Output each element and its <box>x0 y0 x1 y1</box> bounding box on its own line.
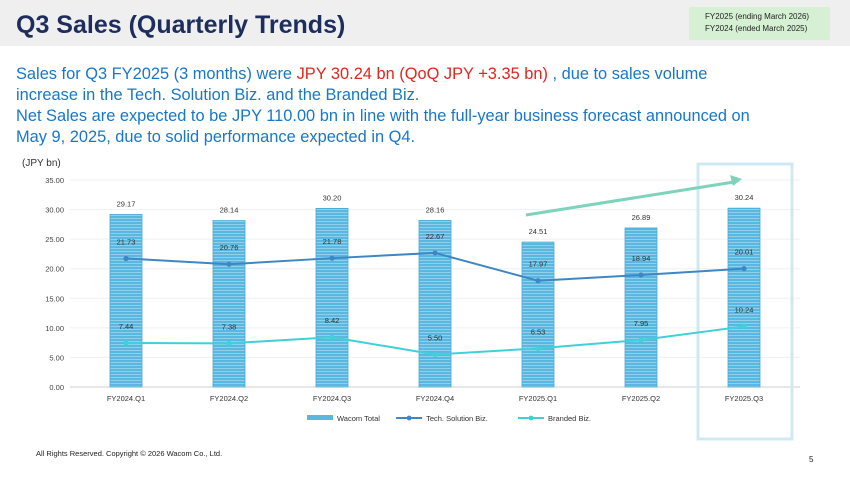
copyright: All Rights Reserved. Copyright © 2026 Wa… <box>36 449 223 458</box>
point-tech-solution-biz <box>535 278 541 284</box>
point-label-tech-solution-biz: 21.73 <box>117 237 136 246</box>
highlight-box <box>696 162 794 441</box>
y-tick-label: 15.00 <box>45 294 64 303</box>
point-label-branded-biz: 6.53 <box>531 327 546 336</box>
page-number: 5 <box>809 455 814 464</box>
x-tick-label: FY2025.Q3 <box>725 394 763 403</box>
point-branded-biz <box>329 334 335 340</box>
bar-data-label: 28.14 <box>220 206 239 215</box>
point-label-tech-solution-biz: 20.01 <box>735 248 754 257</box>
legend-label-tech-solution-biz: Tech. Solution Biz. <box>426 414 488 423</box>
point-label-branded-biz: 5.50 <box>428 333 443 342</box>
bar-wacom-total <box>212 220 246 388</box>
trend-arrow-head <box>730 175 742 186</box>
point-label-branded-biz: 7.44 <box>119 322 134 331</box>
fiscal-year-note: FY2025 (ending March 2026) FY2024 (ended… <box>689 7 830 40</box>
point-branded-biz <box>123 340 129 346</box>
point-branded-biz <box>226 340 232 346</box>
y-tick-label: 5.00 <box>49 353 64 362</box>
point-branded-biz <box>638 337 644 343</box>
bar-data-label: 26.89 <box>632 213 651 222</box>
trend-arrow-shaft <box>525 180 735 217</box>
x-tick-label: FY2024.Q1 <box>107 394 145 403</box>
legend-marker-branded-biz <box>528 415 534 421</box>
fiscal-year-note-fy2025: FY2025 (ending March 2026) <box>705 12 810 21</box>
bar-data-label: 30.20 <box>323 193 342 202</box>
y-axis-label: (JPY bn) <box>22 158 61 169</box>
point-tech-solution-biz <box>123 255 129 262</box>
x-tick-label: FY2025.Q2 <box>622 394 660 403</box>
y-tick-label: 0.00 <box>49 383 64 392</box>
fiscal-year-note-fy2024: FY2024 (ended March 2025) <box>705 24 808 33</box>
summary-line-1: Sales for Q3 FY2025 (3 months) were JPY … <box>16 64 836 85</box>
y-tick-label: 25.00 <box>45 235 64 244</box>
point-tech-solution-biz <box>741 266 747 272</box>
bar-wacom-total <box>727 207 761 388</box>
x-tick-label: FY2024.Q4 <box>416 394 454 403</box>
summary-line-1-end: , due to sales volume <box>547 65 708 83</box>
sales-highlight: JPY 30.24 bn (QoQ JPY +3.35 bn) <box>296 65 548 83</box>
y-tick-label: 20.00 <box>45 265 64 274</box>
legend-swatch-wacom-total <box>307 415 333 420</box>
point-label-branded-biz: 7.95 <box>634 319 649 328</box>
title-bar: Q3 Sales (Quarterly Trends) FY2025 (endi… <box>0 0 850 46</box>
y-tick-label: 30.00 <box>45 206 64 215</box>
summary-line-3: Net Sales are expected to be JPY 110.00 … <box>16 107 750 125</box>
bar-data-label: 30.24 <box>735 193 754 202</box>
point-label-tech-solution-biz: 22.67 <box>426 232 445 241</box>
point-label-branded-biz: 10.24 <box>735 305 754 314</box>
point-branded-biz <box>535 345 541 351</box>
x-tick-label: FY2025.Q1 <box>519 394 557 403</box>
y-tick-label: 35.00 <box>45 176 64 185</box>
point-tech-solution-biz <box>329 255 335 261</box>
point-label-tech-solution-biz: 18.94 <box>632 254 651 263</box>
x-tick-label: FY2024.Q2 <box>210 394 248 403</box>
bar-wacom-total <box>109 214 143 388</box>
bar-wacom-total <box>521 241 555 388</box>
bar-data-label: 24.51 <box>529 227 548 236</box>
point-label-branded-biz: 7.38 <box>222 322 237 331</box>
bar-wacom-total <box>315 207 349 388</box>
legend-label-branded-biz: Branded Biz. <box>548 414 591 423</box>
summary-text: Sales for Q3 FY2025 (3 months) were JPY … <box>16 64 836 148</box>
bar-wacom-total <box>418 220 452 388</box>
point-tech-solution-biz <box>432 250 438 256</box>
y-tick-label: 10.00 <box>45 324 64 333</box>
legend-marker-tech-solution-biz <box>406 415 412 421</box>
bar-data-label: 29.17 <box>117 199 136 208</box>
point-branded-biz <box>741 323 747 330</box>
point-branded-biz <box>432 351 438 358</box>
point-label-tech-solution-biz: 21.78 <box>323 237 342 246</box>
point-tech-solution-biz <box>226 261 232 267</box>
point-label-tech-solution-biz: 20.76 <box>220 243 239 252</box>
quarterly-sales-chart: (JPY bn) 0.00 5.00 10.00 15.00 20.00 25.00 30.0… <box>22 158 800 441</box>
summary-line-4: May 9, 2025, due to solid performance ex… <box>16 128 416 146</box>
legend-label-wacom-total: Wacom Total <box>337 414 380 423</box>
page-title: Q3 Sales (Quarterly Trends) <box>16 11 346 39</box>
summary-line-1-start: Sales for Q3 FY2025 (3 months) were <box>16 65 297 83</box>
summary-line-2: increase in the Tech. Solution Biz. and … <box>16 86 420 104</box>
point-tech-solution-biz <box>638 272 644 278</box>
bar-data-label: 28.16 <box>426 205 445 214</box>
point-label-tech-solution-biz: 17.97 <box>529 260 548 269</box>
x-tick-label: FY2024.Q3 <box>313 394 351 403</box>
bar-wacom-total <box>624 227 658 388</box>
point-label-branded-biz: 8.42 <box>325 316 340 325</box>
